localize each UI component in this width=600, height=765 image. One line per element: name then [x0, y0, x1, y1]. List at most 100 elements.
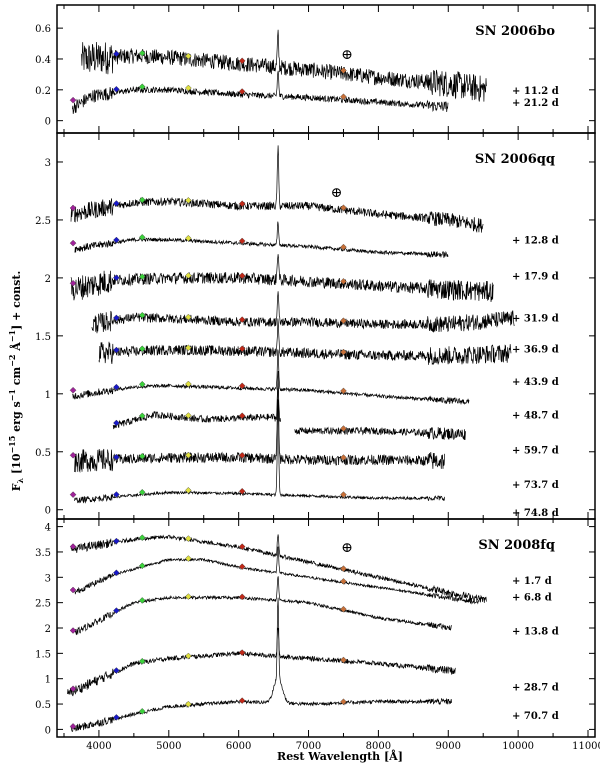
line-marker	[238, 452, 246, 459]
line-marker	[185, 380, 192, 388]
line-marker	[340, 698, 347, 706]
line-marker	[238, 593, 246, 601]
line-marker	[138, 49, 146, 57]
line-marker	[69, 685, 77, 693]
x-axis-tick-labels: 4000 5000 6000 7000 8000 9000 10000 11000	[86, 741, 600, 752]
x-tick-label: 10000	[502, 741, 534, 752]
panel-title: SN 2006qq	[475, 152, 555, 167]
line-marker	[69, 723, 77, 730]
x-tick-label: 9000	[436, 741, 461, 752]
spectrum-line	[72, 349, 470, 405]
panel-1: 0 0.5 1 1.5 2 2.5 3 SN 2006qq ⊕ + 12.8 d + 17.9 d +…	[35, 132, 596, 520]
line-marker	[340, 67, 347, 74]
line-marker	[340, 243, 347, 251]
line-marker	[238, 88, 246, 95]
line-marker	[69, 279, 77, 287]
line-marker	[340, 578, 347, 585]
x-axis-label: Rest Wavelength [Å]	[277, 749, 403, 763]
x-tick-label: 6000	[226, 741, 251, 752]
line-marker	[113, 537, 120, 545]
y-tick-label: 0.6	[35, 24, 51, 35]
line-marker	[185, 535, 192, 542]
line-marker	[69, 239, 77, 247]
epoch-label: + 70.7 d	[512, 711, 559, 722]
epoch-label: + 11.2 d	[512, 86, 559, 97]
y-tick-label: 3.5	[35, 548, 51, 559]
epoch-label: + 59.7 d	[512, 445, 559, 456]
line-marker	[69, 204, 77, 212]
epoch-label: + 6.8 d	[512, 593, 552, 604]
panel-title: SN 2006bo	[475, 24, 555, 39]
line-marker	[340, 425, 347, 432]
y-tick-label: 4	[45, 523, 51, 534]
epoch-label: + 43.9 d	[512, 377, 559, 388]
line-marker	[238, 563, 246, 570]
line-marker	[185, 593, 192, 600]
line-marker	[69, 491, 77, 498]
epoch-label: + 74.8 d	[512, 508, 559, 519]
y-tick-label: 1	[45, 675, 51, 686]
line-marker	[185, 555, 192, 562]
telluric-symbol: ⊕	[341, 540, 353, 556]
y-tick-label: 0.5	[35, 448, 51, 459]
line-marker	[69, 96, 77, 104]
line-marker	[238, 697, 246, 704]
line-marker	[340, 317, 347, 325]
line-marker	[340, 278, 347, 285]
panel-0: 0 0.2 0.4 0.6 SN 2006bo ⊕ + 11.2 d+ 21.2 d	[35, 4, 596, 134]
line-marker	[185, 344, 192, 352]
line-marker	[138, 311, 146, 319]
line-marker	[185, 52, 192, 60]
y-tick-label: 3	[45, 573, 51, 584]
line-marker	[238, 543, 246, 550]
telluric-symbol: ⊕	[341, 47, 353, 63]
y-tick-label: 0	[45, 117, 51, 128]
line-marker	[238, 345, 246, 353]
line-marker	[185, 235, 192, 242]
y-tick-label: 1	[45, 390, 51, 401]
y-tick-label: 2	[45, 624, 51, 635]
line-marker	[138, 345, 146, 353]
line-marker	[113, 714, 120, 721]
line-marker	[340, 454, 347, 461]
spectrum-line	[70, 597, 452, 733]
line-marker	[113, 453, 120, 461]
spectrum-line	[98, 318, 512, 366]
line-marker	[238, 200, 246, 207]
line-marker	[238, 272, 246, 280]
spectrum-line	[70, 534, 487, 603]
spectrum-line	[67, 627, 456, 697]
line-marker	[340, 387, 347, 395]
line-marker	[113, 569, 120, 577]
line-marker	[185, 652, 192, 660]
line-marker	[113, 236, 120, 244]
line-marker	[138, 273, 146, 280]
spectrum-line	[74, 370, 445, 473]
spectrum-line	[70, 254, 494, 303]
epoch-label: + 31.9 d	[512, 313, 559, 324]
line-marker	[138, 412, 146, 420]
y-tick-label: 0	[45, 506, 51, 517]
line-marker	[238, 412, 246, 420]
line-marker	[340, 348, 347, 356]
line-marker	[238, 316, 246, 323]
line-marker	[185, 84, 192, 92]
line-marker	[138, 83, 146, 91]
line-marker	[185, 700, 192, 708]
line-marker	[69, 386, 77, 394]
line-marker	[138, 234, 146, 241]
line-marker	[238, 488, 246, 495]
line-marker	[69, 627, 77, 634]
line-marker	[238, 382, 246, 390]
spectrum-line	[72, 70, 449, 114]
y-tick-label: 0.4	[35, 55, 51, 66]
y-tick-label: 0.5	[35, 700, 51, 711]
spectrum-line	[81, 29, 487, 102]
line-marker	[113, 200, 120, 207]
line-marker	[185, 272, 192, 279]
x-tick-label: 5000	[156, 741, 181, 752]
telluric-symbol: ⊕	[331, 185, 343, 201]
line-marker	[113, 667, 120, 674]
line-marker	[185, 197, 192, 204]
